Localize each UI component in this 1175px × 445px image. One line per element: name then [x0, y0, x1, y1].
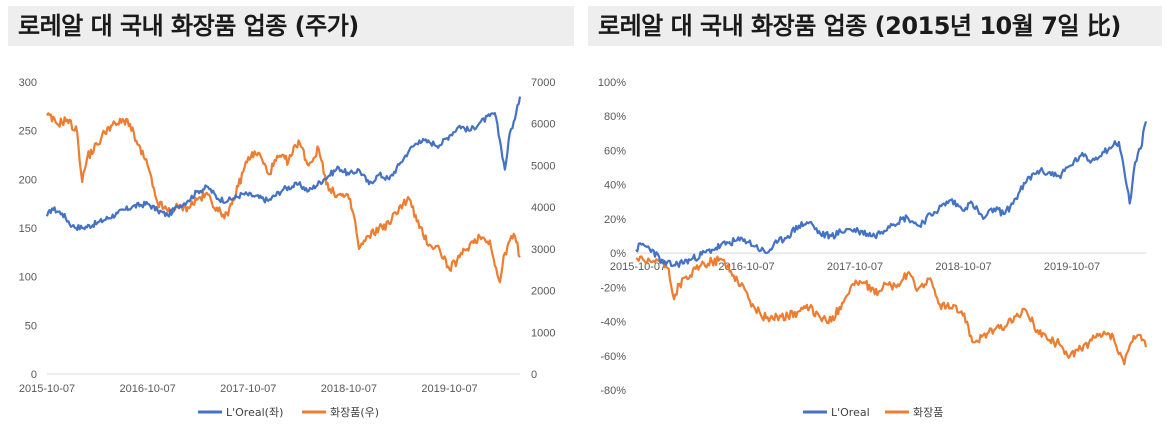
left-chart-plot: 0501001502002503000100020003000400050006… [19, 77, 556, 395]
right-legend: L'Oreal 화장품 [803, 406, 943, 419]
left-y-tick-label: 300 [19, 77, 37, 89]
left-y-tick-label: 50 [25, 320, 37, 332]
right-chart-y-tick-label: 20% [604, 214, 626, 226]
right-series-loreal-line [635, 121, 1148, 268]
right-y-tick-label: 2000 [531, 286, 555, 298]
left-series-cosmetics-line [46, 112, 521, 284]
right-y-tick-label: 6000 [531, 119, 555, 131]
right-chart-y-tick-label: -80% [600, 385, 626, 397]
right-chart-y-tick-label: -20% [600, 282, 626, 294]
right-y-tick-label: 7000 [531, 77, 555, 89]
left-x-tick-label: 2018-10-07 [321, 383, 377, 395]
right-y-tick-label: 1000 [531, 327, 555, 339]
left-series-loreal-line [45, 96, 522, 231]
right-chart-x-tick-label: 2016-10-07 [718, 261, 774, 273]
legend-label-loreal-right: L'Oreal [831, 406, 870, 419]
legend-label-cosmetics-right: 화장품 [913, 406, 943, 419]
right-y-tick-label: 0 [531, 369, 537, 381]
right-chart-x-tick-label: 2017-10-07 [827, 261, 883, 273]
right-chart-title: 로레알 대 국내 화장품 업종 (2015년 10월 7일 比) [598, 12, 1121, 40]
right-chart-y-tick-label: 80% [604, 111, 626, 123]
right-chart-title-bar: 로레알 대 국내 화장품 업종 (2015년 10월 7일 比) [588, 6, 1162, 46]
legend-label-cosmetics-left: 화장품(우) [330, 406, 379, 419]
right-y-tick-label: 4000 [531, 202, 555, 214]
right-chart-x-tick-label: 2019-10-07 [1044, 261, 1100, 273]
left-legend: L'Oreal(좌) 화장품(우) [198, 406, 379, 419]
right-chart-y-tick-label: -40% [600, 317, 626, 329]
right-chart-plot: -80% -60% -40% -20% 0% 20% 40% 60% 80% 100% 2015-1… [598, 77, 1148, 397]
right-chart-y-tick-label: -60% [600, 351, 626, 363]
legend-label-loreal-left: L'Oreal(좌) [226, 406, 283, 419]
right-chart-y-tick-label: 0% [610, 248, 626, 260]
right-y-tick-label: 3000 [531, 244, 555, 256]
left-y-tick-label: 100 [19, 272, 37, 284]
left-x-tick-label: 2019-10-07 [421, 383, 477, 395]
left-y-tick-label: 150 [19, 223, 37, 235]
left-chart-title-bar: 로레알 대 국내 화장품 업종 (주가) [8, 6, 574, 46]
right-chart-y-tick-label: 100% [598, 77, 626, 89]
right-chart-x-tick-label: 2015-10-07 [610, 261, 666, 273]
left-x-tick-label: 2015-10-07 [19, 383, 75, 395]
left-y-tick-label: 250 [19, 126, 37, 138]
left-x-tick-label: 2016-10-07 [119, 383, 175, 395]
left-chart-title: 로레알 대 국내 화장품 업종 (주가) [18, 12, 359, 40]
right-y-tick-label: 5000 [531, 160, 555, 172]
right-chart-y-tick-label: 40% [604, 180, 626, 192]
right-chart-x-tick-label: 2018-10-07 [935, 261, 991, 273]
left-y-tick-label: 200 [19, 174, 37, 186]
right-series-cosmetics-line [635, 255, 1148, 366]
left-x-tick-label: 2017-10-07 [220, 383, 276, 395]
right-chart-y-tick-label: 60% [604, 145, 626, 157]
left-y-tick-label: 0 [31, 369, 37, 381]
